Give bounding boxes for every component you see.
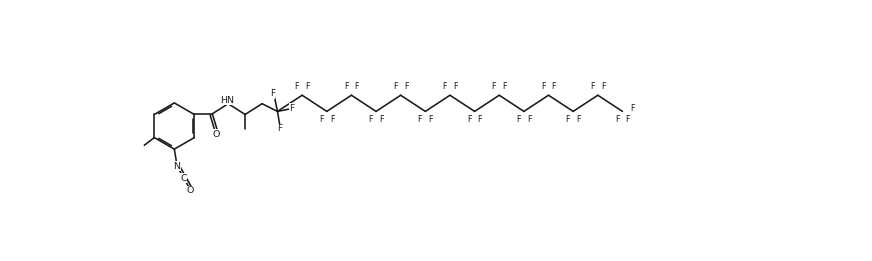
- Text: F: F: [552, 82, 556, 91]
- Text: F: F: [368, 115, 373, 124]
- Text: F: F: [404, 82, 408, 91]
- Text: F: F: [590, 82, 595, 91]
- Text: F: F: [492, 82, 496, 91]
- Text: F: F: [478, 115, 482, 124]
- Text: F: F: [630, 104, 635, 113]
- Text: F: F: [601, 82, 605, 91]
- Text: F: F: [516, 115, 521, 124]
- Text: F: F: [541, 82, 545, 91]
- Text: C: C: [181, 174, 187, 183]
- Text: N: N: [174, 162, 181, 171]
- Text: F: F: [527, 115, 532, 124]
- Text: F: F: [305, 82, 310, 91]
- Text: F: F: [295, 82, 299, 91]
- Text: F: F: [277, 124, 283, 133]
- Text: F: F: [566, 115, 570, 124]
- Text: F: F: [576, 115, 581, 124]
- Text: F: F: [625, 115, 630, 124]
- Text: F: F: [270, 89, 275, 98]
- Text: F: F: [393, 82, 398, 91]
- Text: F: F: [319, 115, 324, 124]
- Text: F: F: [355, 82, 359, 91]
- Text: HN: HN: [221, 96, 235, 105]
- Text: F: F: [615, 115, 619, 124]
- Text: F: F: [453, 82, 458, 91]
- Text: F: F: [442, 82, 446, 91]
- Text: F: F: [502, 82, 507, 91]
- Text: O: O: [212, 130, 220, 139]
- Text: F: F: [289, 104, 294, 113]
- Text: F: F: [428, 115, 433, 124]
- Text: F: F: [418, 115, 422, 124]
- Text: F: F: [344, 82, 348, 91]
- Text: F: F: [467, 115, 472, 124]
- Text: O: O: [187, 186, 194, 195]
- Text: F: F: [330, 115, 334, 124]
- Text: F: F: [379, 115, 384, 124]
